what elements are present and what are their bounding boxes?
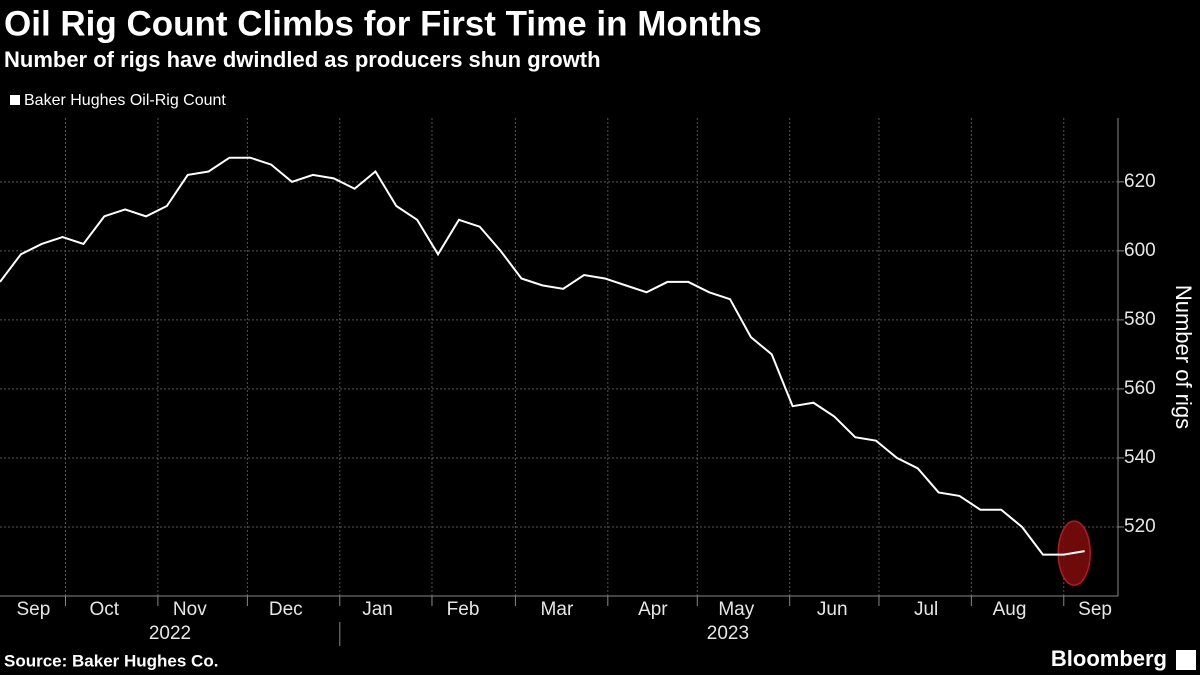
brand-icon (1176, 650, 1196, 670)
x-tick-label: Sep (1078, 599, 1112, 620)
x-tick-label: May (718, 599, 754, 620)
x-tick-label: Nov (173, 599, 207, 620)
x-tick-label: Sep (16, 599, 50, 620)
source: Source: Baker Hughes Co. (4, 651, 218, 670)
legend-swatch (10, 95, 20, 105)
x-tick-label: Mar (541, 599, 574, 620)
x-tick-label: Aug (993, 599, 1027, 620)
y-axis-label: Number of rigs (1171, 285, 1196, 429)
y-tick-label: 560 (1124, 378, 1156, 399)
brand: Bloomberg (1051, 646, 1167, 671)
x-tick-label: Jan (362, 599, 393, 620)
y-tick-label: 600 (1124, 240, 1156, 261)
x-tick-label: Dec (269, 599, 303, 620)
x-tick-label: Oct (90, 599, 120, 620)
legend-label: Baker Hughes Oil-Rig Count (24, 92, 226, 109)
x-tick-label: Jun (817, 599, 848, 620)
x-tick-label: Jul (914, 599, 938, 620)
x-tick-label: Apr (638, 599, 668, 620)
chart-title: Oil Rig Count Climbs for First Time in M… (4, 4, 762, 43)
y-tick-label: 540 (1124, 447, 1156, 468)
line (0, 156, 1085, 556)
x-tick-label: Feb (447, 599, 480, 620)
year-label: 2022 (149, 623, 191, 644)
y-tick-label: 620 (1124, 171, 1156, 192)
y-tick-label: 520 (1124, 516, 1156, 537)
y-tick-label: 580 (1124, 309, 1156, 330)
chart-subtitle: Number of rigs have dwindled as producer… (4, 47, 601, 72)
year-label: 2023 (707, 623, 749, 644)
